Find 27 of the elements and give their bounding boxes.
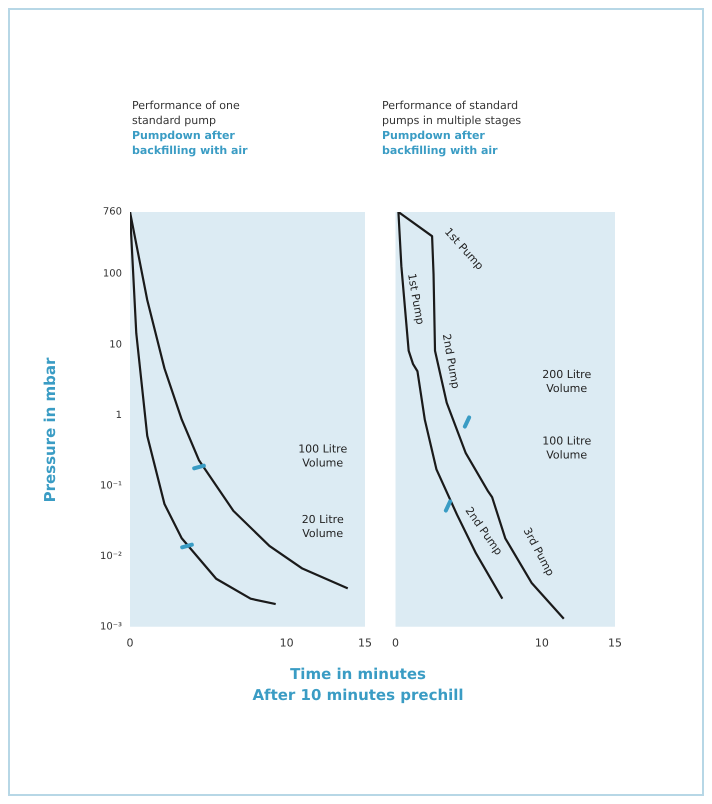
annotation: 100 Litre Volume bbox=[542, 434, 592, 462]
x-tick-label: 10 bbox=[280, 636, 294, 650]
y-tick-label: 10⁻¹ bbox=[100, 480, 122, 492]
y-tick-label: 1 bbox=[116, 410, 122, 421]
annotation: 100 Litre Volume bbox=[298, 442, 348, 470]
annotation: 2nd Pump bbox=[440, 332, 462, 390]
annotation: 200 Litre Volume bbox=[542, 368, 592, 395]
x-tick-label: 10 bbox=[534, 636, 549, 650]
y-tick-label: 10 bbox=[109, 339, 122, 350]
y-tick-label: 100 bbox=[102, 268, 122, 280]
text: After 10 minutes prechill bbox=[251, 685, 465, 706]
x-tick-label: 0 bbox=[392, 636, 399, 650]
chart-subtitle: Pumpdown after backfilling with air bbox=[382, 128, 499, 158]
chart-title: Performance of one standard pump bbox=[132, 98, 241, 128]
chart-subtitle: Pumpdown after backfilling with air bbox=[132, 128, 249, 158]
annotation: 3rd Pump bbox=[520, 525, 557, 578]
x-tick-label: 15 bbox=[358, 636, 372, 650]
x-tick-label: 0 bbox=[126, 636, 134, 650]
x-axis-title: Time in minutes bbox=[289, 664, 427, 685]
annotation: 1st Pump bbox=[405, 272, 427, 326]
x-tick-label: 15 bbox=[608, 636, 622, 650]
y-axis-title: Pressure in mbar bbox=[41, 358, 59, 502]
y-tick-label: 10⁻³ bbox=[100, 621, 122, 632]
y-tick-label: 10⁻² bbox=[100, 550, 122, 562]
y-tick-label: 760 bbox=[102, 206, 122, 218]
chart-title: Performance of standard pumps in multiple stages bbox=[382, 98, 522, 128]
annotation: 20 Litre Volume bbox=[302, 513, 344, 540]
